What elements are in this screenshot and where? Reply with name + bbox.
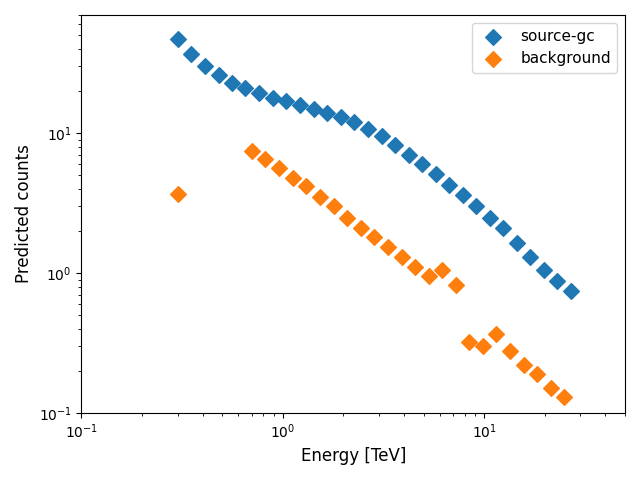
- source-gc: [525, 253, 536, 261]
- Y-axis label: Predicted counts: Predicted counts: [15, 144, 33, 284]
- source-gc: [253, 89, 264, 96]
- source-gc: [552, 277, 563, 285]
- source-gc: [417, 160, 427, 168]
- background: [301, 182, 312, 190]
- background: [356, 224, 366, 232]
- source-gc: [322, 109, 332, 117]
- background: [545, 384, 556, 392]
- background: [437, 266, 447, 274]
- source-gc: [172, 36, 182, 43]
- source-gc: [336, 113, 346, 121]
- source-gc: [499, 224, 509, 232]
- background: [518, 361, 529, 369]
- background: [451, 281, 461, 289]
- source-gc: [484, 214, 495, 221]
- X-axis label: Energy [TeV]: Energy [TeV]: [301, 447, 406, 465]
- source-gc: [471, 203, 481, 210]
- background: [492, 330, 502, 337]
- source-gc: [444, 180, 454, 188]
- source-gc: [281, 97, 291, 105]
- source-gc: [363, 125, 373, 132]
- source-gc: [227, 79, 237, 86]
- background: [260, 156, 271, 163]
- source-gc: [308, 105, 319, 112]
- source-gc: [431, 170, 441, 178]
- background: [397, 253, 407, 261]
- background: [274, 165, 284, 172]
- source-gc: [268, 94, 278, 101]
- background: [342, 214, 353, 221]
- background: [410, 264, 420, 271]
- background: [246, 147, 257, 155]
- source-gc: [295, 101, 305, 108]
- source-gc: [200, 63, 210, 71]
- source-gc: [512, 239, 522, 247]
- source-gc: [376, 132, 387, 140]
- background: [424, 273, 434, 280]
- source-gc: [539, 266, 549, 274]
- background: [478, 343, 488, 350]
- background: [172, 190, 182, 197]
- source-gc: [240, 84, 250, 92]
- source-gc: [403, 151, 413, 159]
- background: [559, 393, 569, 401]
- source-gc: [186, 50, 196, 58]
- background: [329, 203, 339, 210]
- background: [315, 193, 325, 201]
- source-gc: [458, 192, 468, 199]
- background: [383, 243, 393, 251]
- background: [369, 234, 380, 241]
- background: [505, 347, 515, 354]
- background: [532, 370, 542, 378]
- source-gc: [566, 287, 576, 295]
- background: [287, 174, 298, 182]
- source-gc: [349, 119, 359, 126]
- Legend: source-gc, background: source-gc, background: [472, 23, 618, 72]
- source-gc: [214, 72, 224, 79]
- source-gc: [390, 142, 400, 149]
- background: [464, 338, 474, 346]
